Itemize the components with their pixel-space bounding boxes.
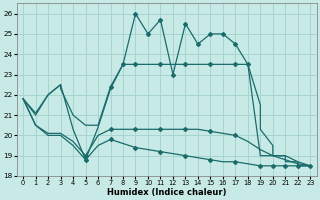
X-axis label: Humidex (Indice chaleur): Humidex (Indice chaleur)	[107, 188, 227, 197]
